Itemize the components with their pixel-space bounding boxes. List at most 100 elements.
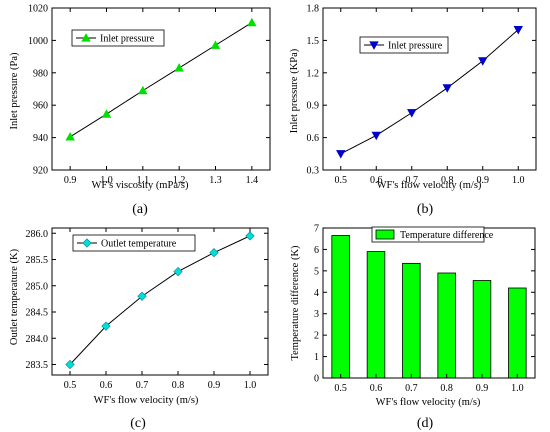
- panel-a-xtick-label: 1.4: [246, 175, 259, 186]
- panel-d-xtick-label: 0.6: [370, 383, 383, 394]
- panel-a-xtick-label: 0.9: [64, 175, 77, 186]
- panel-a-ytick-label: 960: [33, 101, 48, 112]
- panel-d-bar: [508, 287, 527, 379]
- panel-c-ytick-label: 285.0: [26, 281, 49, 292]
- panel-d-xtick-label: 0.8: [440, 383, 453, 394]
- panel-c-data-point: [209, 248, 219, 258]
- panel-c-series-line: [69, 235, 251, 365]
- panel-b-frame: [322, 7, 537, 171]
- panel-d-frame: [322, 227, 536, 379]
- panel-d-bar: [402, 262, 421, 379]
- panel-b-data-point: [407, 109, 417, 118]
- panel-c-xtick-label: 0.6: [100, 380, 113, 391]
- panel-c-data-point: [137, 291, 147, 301]
- panel-a-legend-label: Inlet pressure: [100, 34, 155, 45]
- panel-b: 0.3 0.6 0.9 1.2 1.5 1.8 0.5 0.6 0.7 0.8 0.9 1.0 Inle…: [289, 4, 537, 217]
- panel-d-bar: [366, 251, 386, 379]
- panel-a-legend-box: [71, 29, 165, 47]
- panel-a-frame: [51, 7, 271, 171]
- panel-a-ytick-label: 940: [33, 133, 48, 144]
- panel-c-ytick-label: 284.5: [26, 308, 49, 319]
- panel-c-ytick-label: 283.5: [26, 360, 49, 371]
- panel-a-legend-marker: [81, 33, 91, 42]
- panel-b-xtick-label: 0.8: [441, 175, 454, 186]
- panel-b-ytick-label: 0.3: [307, 166, 320, 177]
- panel-d-legend-swatch: [375, 229, 395, 240]
- panel-a-xtick-label: 1.3: [209, 175, 222, 186]
- panel-a-data-point: [210, 40, 221, 49]
- panel-d-bar: [472, 280, 492, 379]
- panel-b-ytick-label: 1.5: [307, 36, 320, 47]
- panel-d-bar: [331, 235, 350, 379]
- panel-b-label: (b): [417, 202, 434, 217]
- panel-a-series-line: [69, 22, 253, 138]
- panel-b-data-point: [513, 25, 523, 35]
- panel-b-ytick-label: 0.9: [307, 101, 320, 112]
- panel-a-data-point: [65, 131, 75, 141]
- panel-b-legend-box: [359, 36, 449, 54]
- panel-a-plot: 920 940 960 980 1000 1020 0.9 1.0 1.1 1.2 1.3 1.4 In…: [28, 4, 271, 186]
- panel-b-ytick-label: 1.2: [307, 68, 320, 79]
- panel-a-ylabel: Inlet pressure (Pa): [9, 52, 20, 129]
- panel-b-data-point: [336, 150, 346, 159]
- panel-c-plot: 283.5 284.0 284.5 285.0 285.5 286.0 0.5 0.6 0.7 0…: [26, 227, 269, 391]
- panel-c-data-point: [65, 359, 75, 370]
- panel-d-legend-box: [371, 226, 485, 243]
- panel-a-label: (a): [132, 202, 148, 217]
- panel-d-bar: [437, 272, 456, 379]
- panel-d-xlabel: WF's flow velocity (m/s): [376, 397, 481, 408]
- panel-b-series-line: [340, 29, 519, 155]
- panel-c-xtick-label: 0.9: [208, 380, 221, 391]
- panel-c-legend-label: Outlet temperature: [101, 239, 177, 250]
- panel-c-ytick-label: 284.0: [26, 334, 49, 345]
- panel-b-xlabel: WF's flow velocity (m/s): [377, 180, 482, 191]
- panel-b-data-point: [442, 84, 452, 93]
- panel-d-xtick-label: 0.7: [405, 383, 418, 394]
- panel-b-legend-label: Inlet pressure: [388, 41, 443, 52]
- panel-d-label: (d): [417, 416, 434, 431]
- panel-a-ytick-label: 1000: [28, 36, 48, 47]
- panel-b-ytick-label: 0.6: [307, 133, 320, 144]
- panel-b-data-point: [371, 131, 381, 141]
- panel-b-plot: 0.3 0.6 0.9 1.2 1.5 1.8 0.5 0.6 0.7 0.8 0.9 1.0 Inle…: [307, 4, 537, 186]
- panel-d-xtick-label: 0.5: [334, 383, 347, 394]
- panel-c-xtick-label: 0.8: [172, 380, 185, 391]
- panel-c-frame: [51, 227, 269, 376]
- panel-b-xtick-label: 0.7: [406, 175, 419, 186]
- panel-b-xtick-label: 0.6: [370, 175, 383, 186]
- panel-c-label: (c): [130, 416, 146, 431]
- panel-b-ylabel: Inlet pressure (KPa): [289, 48, 300, 133]
- panel-c-xtick-label: 0.7: [136, 380, 149, 391]
- panel-d-ytick-label: 7: [314, 224, 319, 235]
- panel-c-ylabel: Outlet temperature (K): [9, 248, 20, 345]
- panel-c-data-point: [245, 231, 255, 241]
- panel-b-xtick-label: 0.5: [335, 175, 348, 186]
- panel-d-ytick-label: 5: [314, 266, 319, 277]
- panel-c-ytick-label: 286.0: [26, 229, 49, 240]
- panel-a-data-point: [174, 63, 184, 72]
- panel-a: 920 940 960 980 1000 1020 0.9 1.0 1.1 1.2 1.3 1.4 In…: [9, 4, 271, 217]
- panel-a-data-point: [247, 17, 257, 27]
- panel-c: 283.5 284.0 284.5 285.0 285.5 286.0 0.5 0.6 0.7 0…: [9, 227, 269, 431]
- panel-a-xtick-label: 1.2: [173, 175, 186, 186]
- panel-d-ytick-label: 0: [314, 374, 319, 385]
- panel-a-xlabel: WF's viscosity (mPa/s): [92, 180, 189, 191]
- panel-a-ytick-label: 1020: [28, 4, 48, 15]
- panel-d-xtick-label: 1.0: [511, 383, 524, 394]
- panel-b-legend-marker: [369, 41, 379, 50]
- panel-b-data-point: [478, 57, 488, 66]
- panel-a-data-point: [101, 109, 112, 118]
- panel-a-data-point: [138, 85, 148, 95]
- panel-b-xtick-label: 0.9: [477, 175, 490, 186]
- panel-d-plot: 0 1 2 3 4 5 6 7 0.5 0.6 0.7 0.8 0.9 1.0 Temperature di…: [314, 224, 536, 394]
- panel-d-xtick-label: 0.9: [476, 383, 489, 394]
- panel-c-xtick-label: 1.0: [244, 380, 257, 391]
- panel-d-ytick-label: 4: [314, 288, 319, 299]
- panel-d-ytick-label: 2: [314, 331, 319, 342]
- panel-c-legend-box: [72, 234, 196, 252]
- panel-c-xtick-label: 0.5: [64, 380, 77, 391]
- panel-c-data-point: [101, 321, 111, 331]
- panel-a-ytick-label: 920: [33, 166, 48, 177]
- panel-a-ytick-label: 980: [33, 68, 48, 79]
